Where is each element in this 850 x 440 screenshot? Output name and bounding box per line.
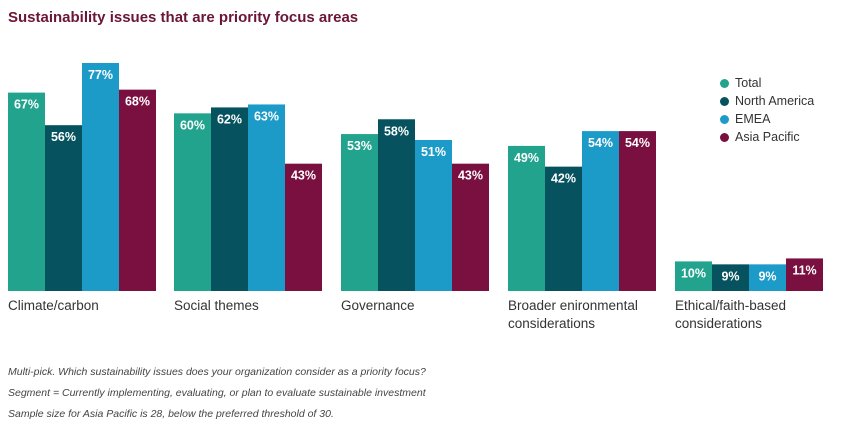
bar-social-themes-north-america [211, 107, 248, 291]
data-label-social-themes-total: 60% [180, 118, 205, 132]
data-label-climate-carbon-emea: 77% [88, 68, 113, 82]
bar-broader-enironmental-considerations-emea [582, 131, 619, 291]
bar-ethical-faith-based-considerations-north-america [712, 264, 749, 291]
bar-governance-north-america [378, 119, 415, 292]
footnotes: Multi-pick. Which sustainability issues … [8, 362, 426, 425]
data-label-broader-enironmental-considerations-total: 49% [514, 151, 539, 165]
category-label-ethical-faith-based-considerations-line-1: Ethical/faith-based [675, 298, 786, 313]
category-label-climate-carbon: Climate/carbon [8, 298, 99, 313]
data-label-governance-emea: 51% [421, 145, 446, 159]
data-label-broader-enironmental-considerations-asia-pacific: 54% [625, 136, 650, 150]
data-label-climate-carbon-north-america: 56% [51, 130, 76, 144]
legend-item-total: Total [720, 74, 814, 92]
bar-broader-enironmental-considerations-north-america [545, 166, 582, 291]
bar-social-themes-asia-pacific [285, 163, 322, 291]
data-label-social-themes-asia-pacific: 43% [291, 169, 316, 183]
data-label-broader-enironmental-considerations-north-america: 42% [551, 172, 576, 186]
data-label-broader-enironmental-considerations-emea: 54% [588, 136, 613, 150]
bar-ethical-faith-based-considerations-emea [749, 264, 786, 291]
legend-swatch-asia-pacific [720, 132, 729, 142]
legend-item-north-america: North America [720, 92, 814, 110]
legend-label-north-america: North America [735, 94, 815, 108]
legend-label-total: Total [735, 76, 762, 90]
bar-social-themes-total [174, 113, 211, 291]
category-label-governance: Governance [341, 298, 415, 313]
category-label-ethical-faith-based-considerations-line-2: considerations [675, 316, 762, 331]
footnote-segment: Segment = Currently implementing, evalua… [8, 387, 426, 399]
legend-label-emea: EMEA [735, 112, 771, 126]
bar-ethical-faith-based-considerations-asia-pacific [786, 258, 823, 291]
data-label-climate-carbon-total: 67% [14, 98, 39, 112]
footnote-question: Multi-pick. Which sustainability issues … [8, 366, 426, 378]
bar-climate-carbon-north-america [45, 125, 82, 291]
bar-broader-enironmental-considerations-total [508, 145, 545, 291]
data-label-climate-carbon-asia-pacific: 68% [125, 95, 150, 109]
category-label-broader-enironmental-considerations-line-1: Broader enironmental [508, 298, 638, 313]
data-label-social-themes-emea: 63% [254, 109, 279, 123]
data-label-social-themes-north-america: 62% [217, 112, 242, 126]
data-label-ethical-faith-based-considerations-total: 10% [681, 266, 706, 280]
bar-climate-carbon-total [8, 92, 45, 292]
bar-ethical-faith-based-considerations-total [675, 261, 712, 291]
bar-governance-total [341, 134, 378, 291]
bar-social-themes-emea [248, 104, 285, 291]
category-label-broader-enironmental-considerations-line-2: considerations [508, 316, 595, 331]
bar-governance-emea [415, 139, 452, 291]
legend-swatch-emea [720, 114, 729, 124]
footnote-sample-size: Sample size for Asia Pacific is 28, belo… [8, 408, 334, 420]
data-label-governance-north-america: 58% [384, 124, 409, 138]
bar-climate-carbon-emea [82, 63, 119, 291]
bar-broader-enironmental-considerations-asia-pacific [619, 131, 656, 291]
bar-governance-asia-pacific [452, 163, 489, 291]
chart-title: Sustainability issues that are priority … [8, 9, 359, 26]
legend-item-emea: EMEA [720, 110, 814, 128]
legend-swatch-north-america [720, 96, 729, 106]
legend-swatch-total [720, 78, 729, 88]
data-label-governance-total: 53% [347, 139, 372, 153]
category-label-social-themes: Social themes [174, 298, 259, 313]
data-label-governance-asia-pacific: 43% [458, 169, 483, 183]
legend-label-asia-pacific: Asia Pacific [735, 130, 800, 144]
legend-item-asia-pacific: Asia Pacific [720, 128, 814, 146]
chart-legend: Total North America EMEA Asia Pacific [720, 74, 814, 146]
data-label-ethical-faith-based-considerations-north-america: 9% [721, 269, 739, 283]
data-label-ethical-faith-based-considerations-asia-pacific: 11% [792, 263, 816, 277]
bar-climate-carbon-asia-pacific [119, 89, 156, 291]
data-label-ethical-faith-based-considerations-emea: 9% [758, 269, 776, 283]
